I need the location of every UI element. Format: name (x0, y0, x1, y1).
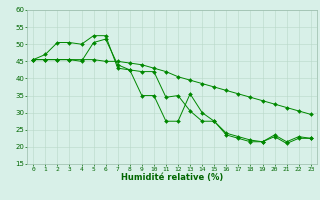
X-axis label: Humidité relative (%): Humidité relative (%) (121, 173, 223, 182)
